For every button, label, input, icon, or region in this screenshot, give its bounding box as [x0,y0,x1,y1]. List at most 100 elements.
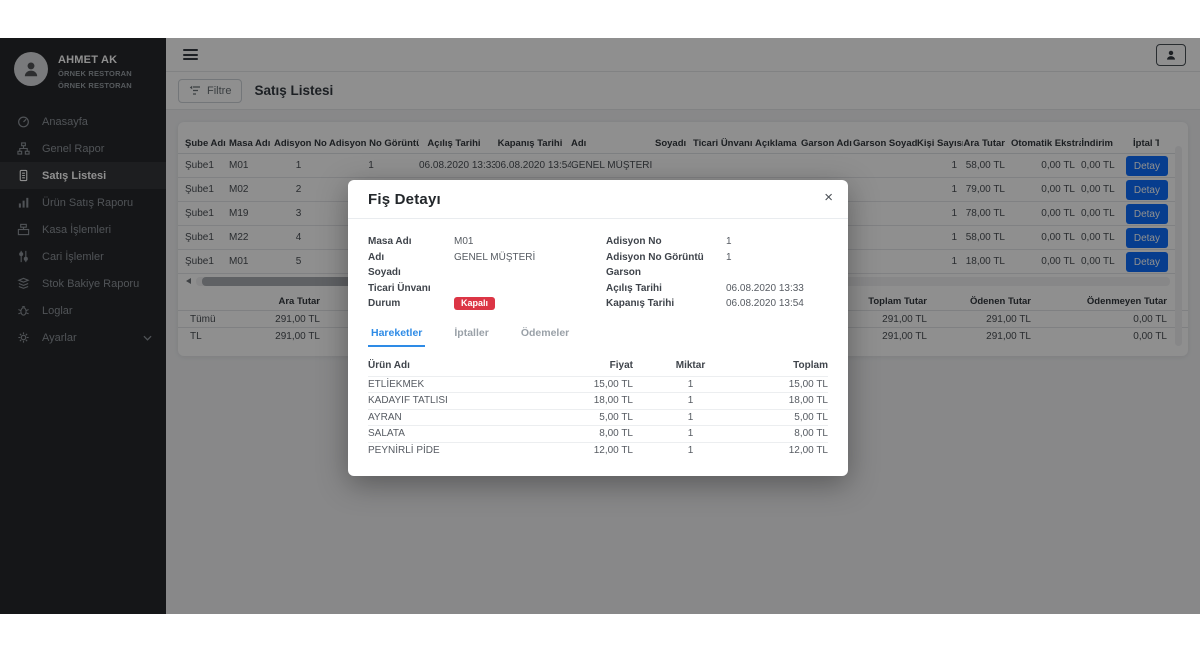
field-label: Durum [368,298,401,310]
user-name: AHMET AK [58,54,118,66]
sidebar-item-label: Ürün Satış Raporu [42,196,134,209]
sidebar-nav: Anasayfa Genel Rapor Satış Listesi Ürün … [0,108,166,351]
col-garson-adi: Garson Adı [801,138,852,149]
sidebar-item-loglar[interactable]: Loglar [0,297,166,324]
modal-title: Fiş Detayı [368,191,441,208]
col-ara-tutar: Ara Tutar [963,138,1005,149]
col-kapanis-tarihi: Kapanış Tarihi [497,138,563,149]
col-soyadi: Soyadı [655,138,687,149]
sidebar-item-ayarlar[interactable]: Ayarlar [0,324,166,351]
field-value-adisyon-no-goruntu: 1 [726,251,732,263]
fields-left-column: Masa Adı M01 Adı GENEL MÜŞTERİ Soyadı Tica… [368,234,606,312]
sitemap-icon [16,142,30,156]
col-garson-soyadi: Garson Soyadı [853,138,917,149]
page-header: Filtre Satış Listesi [166,72,1200,110]
sidebar-item-anasayfa[interactable]: Anasayfa [0,108,166,135]
gears-icon [16,331,30,345]
col-indirim: İndirim [1081,138,1113,149]
sales-table-header: Şube Adı Masa Adı Adisyon No Adisyon No … [178,134,1180,154]
summary-header: Ara Tutar Toplam Tutar Ödenen Tutar Öden… [178,292,1188,310]
layers-icon [16,277,30,291]
field-label: Adisyon No Görüntü [606,251,704,263]
col-fiyat: Fiyat [609,359,633,371]
receipt-detail-modal: Fiş Detayı × Masa Adı M01 Adı GENEL MÜŞTER… [348,180,848,476]
tab-hareketler[interactable]: Hareketler [368,327,426,347]
col-ticari-unvani: Ticari Ünvanı [693,138,753,149]
top-navbar [166,38,1200,72]
avatar [14,52,48,86]
col-aciklama: Açıklama [755,138,797,149]
detail-button[interactable]: Detay [1125,252,1168,272]
detail-button[interactable]: Detay [1125,180,1168,200]
product-row: SALATA 8,00 TL 1 8,00 TL [368,425,828,442]
sidebar-item-genel-rapor[interactable]: Genel Rapor [0,135,166,162]
vertical-scrollbar-track[interactable] [1175,146,1182,346]
sliders-icon [16,250,30,264]
detail-button[interactable]: Detay [1125,228,1168,248]
sidebar-item-label: Cari İşlemler [42,250,104,263]
table-row[interactable]: Şube1 M01 1 1 06.08.2020 13:33 06.08.202… [178,154,1180,178]
tab-iptaller[interactable]: İptaller [454,326,489,339]
close-icon[interactable]: × [824,189,833,206]
product-row: ETLİEKMEK 15,00 TL 1 15,00 TL [368,375,828,393]
sidebar-item-satis-listesi[interactable]: Satış Listesi [0,162,166,189]
col-iptal: İptal T [1133,138,1159,149]
page-title: Satış Listesi [254,83,334,98]
col-sube-adi: Şube Adı [185,138,226,149]
receipt-fields: Masa Adı M01 Adı GENEL MÜŞTERİ Soyadı Tica… [368,234,828,312]
product-row: KADAYIF TATLISI 18,00 TL 1 18,00 TL [368,392,828,409]
field-label: Ticari Ünvanı [368,282,431,294]
fields-right-column: Adisyon No 1 Adisyon No Görüntü 1 Garson A… [606,234,828,312]
chevron-down-icon [143,335,152,341]
field-value-adi: GENEL MÜŞTERİ [454,251,536,263]
modal-body: Masa Adı M01 Adı GENEL MÜŞTERİ Soyadı Tica… [348,219,848,476]
field-label: Adisyon No [606,236,662,248]
products-table-header: Ürün Adı Fiyat Miktar Toplam [368,355,828,376]
dashboard-icon [16,115,30,129]
modal-header: Fiş Detayı × [348,180,848,219]
sidebar-item-label: Ayarlar [42,331,77,344]
sidebar-item-kasa-islemleri[interactable]: Kasa İşlemleri [0,216,166,243]
sidebar-item-label: Satış Listesi [42,169,107,182]
col-otomatik-ekstra: Otomatik Ekstra [1011,138,1081,149]
col-adisyon-no: Adisyon No [274,138,327,149]
hamburger-menu-icon[interactable] [183,49,198,60]
product-row: AYRAN 5,00 TL 1 5,00 TL [368,408,828,426]
detail-button[interactable]: Detay [1125,204,1168,224]
field-label: Kapanış Tarihi [606,298,675,310]
user-org-line2: ÖRNEK RESTORAN [58,81,132,90]
summary-col-odenmeyen-tutar: Ödenmeyen Tutar [1086,295,1167,307]
user-menu-button[interactable] [1156,43,1186,66]
sidebar-item-label: Anasayfa [42,115,88,128]
bar-chart-icon [16,196,30,210]
sidebar: AHMET AK ÖRNEK RESTORAN ÖRNEK RESTORAN A… [0,38,166,614]
col-toplam: Toplam [793,359,828,371]
filter-button[interactable]: Filtre [178,78,243,103]
bug-icon [16,304,30,318]
scroll-left-arrow-icon[interactable] [186,278,191,284]
cash-register-icon [16,223,30,237]
field-label: Garson [606,267,642,279]
col-urun-adi: Ürün Adı [368,359,410,371]
sidebar-item-label: Stok Bakiye Raporu [42,277,140,290]
sidebar-item-cari-islemler[interactable]: Cari İşlemler [0,243,166,270]
products-table-body: ETLİEKMEK 15,00 TL 1 15,00 TL KADAYIF TA… [368,375,828,459]
filter-icon [189,85,201,96]
summary-col-toplam-tutar: Toplam Tutar [868,295,927,307]
summary-col-odenen-tutar: Ödenen Tutar [969,295,1031,307]
detail-button[interactable]: Detay [1125,156,1168,176]
status-badge: Kapalı [454,297,496,311]
summary-col-ara-tutar: Ara Tutar [278,295,320,307]
tab-odemeler[interactable]: Ödemeler [520,326,570,339]
person-icon [1165,49,1177,61]
sidebar-item-stok-bakiye-raporu[interactable]: Stok Bakiye Raporu [0,270,166,297]
field-value-masa-adi: M01 [454,236,474,248]
products-table: Ürün Adı Fiyat Miktar Toplam ETLİEKMEK 1… [368,355,828,459]
user-org-line1: ÖRNEK RESTORAN [58,69,132,78]
field-value-acilis-tarihi: 06.08.2020 13:33 [726,282,804,294]
filter-button-label: Filtre [207,84,232,97]
modal-tabs: Hareketler İptaller Ödemeler [368,327,828,347]
sidebar-item-urun-satis-raporu[interactable]: Ürün Satış Raporu [0,189,166,216]
field-value-kapanis-tarihi: 06.08.2020 13:54 [726,298,804,310]
user-profile: AHMET AK ÖRNEK RESTORAN ÖRNEK RESTORAN [0,38,166,102]
